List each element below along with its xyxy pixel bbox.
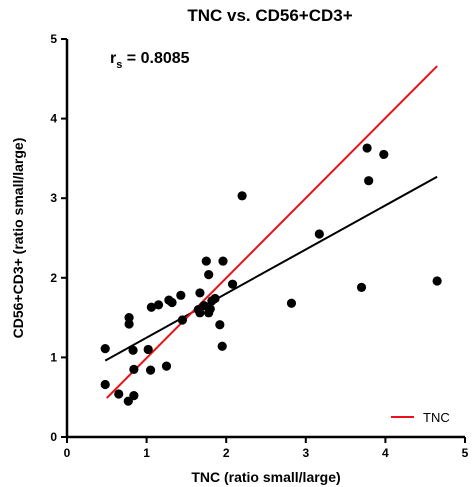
data-point — [286, 298, 297, 308]
data-point — [167, 297, 177, 308]
data-point — [364, 176, 374, 186]
data-point — [143, 344, 153, 355]
data-point — [356, 282, 367, 292]
data-point — [177, 315, 188, 325]
data-point — [201, 256, 211, 266]
data-point — [146, 302, 156, 312]
data-points — [100, 143, 442, 406]
data-point — [215, 320, 225, 330]
x-tick-label: 2 — [223, 446, 230, 460]
y-tick-label: 0 — [50, 430, 57, 444]
data-point — [176, 290, 186, 300]
data-point — [205, 304, 215, 314]
data-point — [129, 391, 139, 401]
data-point — [153, 300, 164, 310]
fit-line-tnc — [106, 65, 438, 399]
x-tick-label: 0 — [64, 446, 71, 460]
data-point — [379, 149, 389, 160]
data-point — [218, 256, 228, 266]
x-tick-label: 3 — [302, 446, 309, 460]
data-point — [123, 396, 133, 406]
data-point — [195, 288, 205, 298]
regression-line — [104, 175, 438, 362]
data-point — [204, 270, 214, 280]
data-point — [210, 293, 220, 304]
x-axis-label: TNC (ratio small/large) — [191, 469, 340, 485]
y-tick-label: 3 — [50, 191, 57, 205]
data-point — [145, 365, 156, 375]
annotation-value: = 0.8085 — [122, 50, 189, 67]
correlation-annotation: rs = 0.8085 — [110, 50, 190, 71]
data-point — [362, 143, 372, 153]
data-point — [227, 279, 238, 289]
legend-label-tnc: TNC — [423, 410, 450, 425]
data-point — [432, 276, 442, 286]
data-point — [129, 364, 139, 374]
x-tick-label: 4 — [382, 446, 389, 460]
x-axis-ticks: 0 1 2 3 4 5 — [64, 437, 469, 460]
chart-title: TNC vs. CD56+CD3+ — [187, 6, 352, 25]
data-point — [100, 344, 110, 354]
x-tick-label: 5 — [462, 446, 469, 460]
data-point — [195, 308, 205, 318]
data-point — [217, 341, 227, 351]
data-point — [114, 389, 124, 399]
data-point — [100, 379, 110, 390]
data-point — [161, 361, 172, 371]
data-point — [124, 319, 134, 329]
data-point — [314, 229, 324, 239]
data-point — [237, 191, 247, 201]
x-tick-label: 1 — [143, 446, 150, 460]
annotation-subscript: s — [116, 59, 122, 71]
legend: TNC — [391, 410, 450, 425]
y-axis-ticks: 0 1 2 3 4 5 — [50, 32, 67, 444]
y-tick-label: 1 — [50, 350, 57, 364]
annotation-symbol: r — [110, 50, 116, 67]
y-axis-label: CD56+CD3+ (ratio small/large) — [10, 138, 26, 339]
y-tick-label: 5 — [50, 32, 57, 46]
y-tick-label: 4 — [50, 112, 57, 126]
fit-lines — [104, 65, 438, 399]
data-point — [124, 313, 134, 323]
data-point — [128, 345, 138, 355]
y-tick-label: 2 — [50, 271, 57, 285]
